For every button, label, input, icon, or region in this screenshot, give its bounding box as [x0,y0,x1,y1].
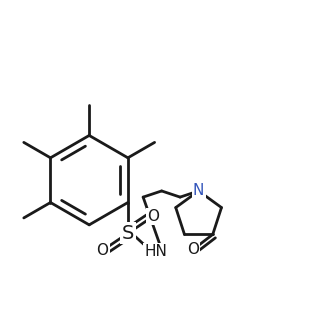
Text: O: O [187,242,199,257]
Text: S: S [122,224,134,243]
Text: O: O [147,209,159,224]
Text: HN: HN [144,244,167,259]
Text: O: O [97,243,109,258]
Text: N: N [193,183,204,198]
